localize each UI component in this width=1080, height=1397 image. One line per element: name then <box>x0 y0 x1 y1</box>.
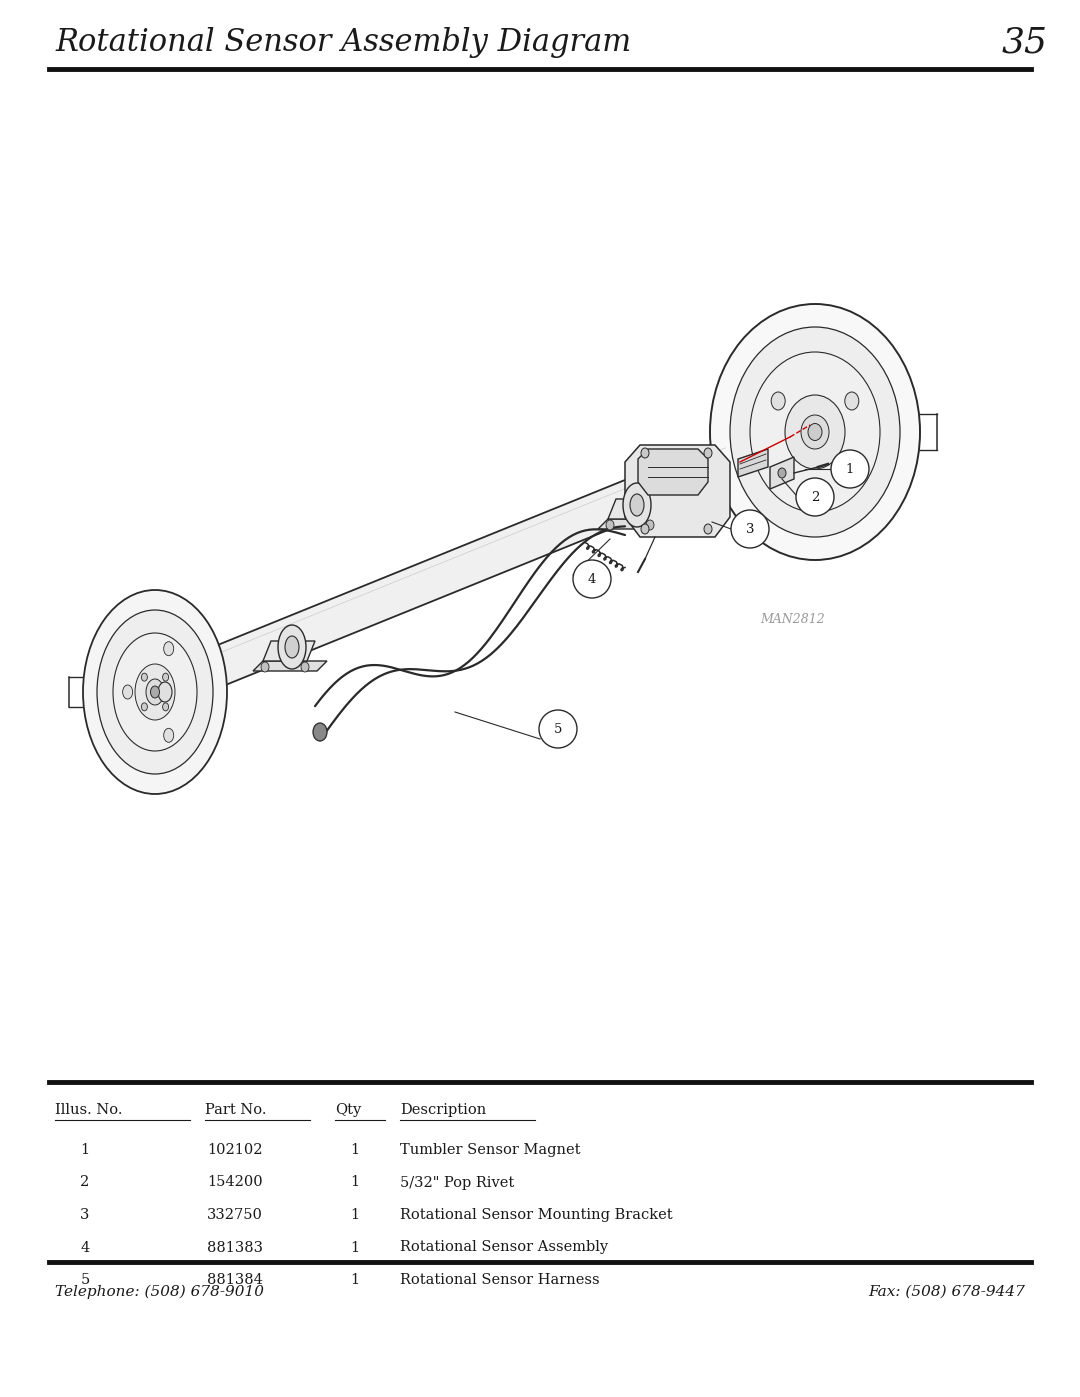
Text: Rotational Sensor Harness: Rotational Sensor Harness <box>400 1273 599 1287</box>
Text: MAN2812: MAN2812 <box>760 612 825 626</box>
Text: 1: 1 <box>350 1175 360 1189</box>
Ellipse shape <box>141 673 147 682</box>
Text: Illus. No.: Illus. No. <box>55 1104 122 1118</box>
Text: 1: 1 <box>350 1273 360 1287</box>
Text: 4: 4 <box>588 573 596 585</box>
Text: 2: 2 <box>80 1175 90 1189</box>
Ellipse shape <box>97 610 213 774</box>
Ellipse shape <box>261 662 269 672</box>
Text: 881384: 881384 <box>207 1273 262 1287</box>
Ellipse shape <box>642 448 649 458</box>
Text: 154200: 154200 <box>207 1175 262 1189</box>
Text: 5: 5 <box>554 722 563 735</box>
Text: 5: 5 <box>80 1273 90 1287</box>
Text: 3: 3 <box>746 522 754 535</box>
Text: 881383: 881383 <box>207 1241 264 1255</box>
Polygon shape <box>264 641 315 661</box>
Ellipse shape <box>801 415 829 448</box>
Polygon shape <box>608 499 660 520</box>
Ellipse shape <box>623 483 651 527</box>
Text: 102102: 102102 <box>207 1143 262 1157</box>
Text: Qty: Qty <box>335 1104 361 1118</box>
Ellipse shape <box>163 703 168 711</box>
Text: 1: 1 <box>846 462 854 475</box>
Ellipse shape <box>646 520 654 529</box>
Ellipse shape <box>704 524 712 534</box>
Ellipse shape <box>710 305 920 560</box>
Ellipse shape <box>313 724 327 740</box>
Text: 1: 1 <box>350 1208 360 1222</box>
Polygon shape <box>770 457 794 489</box>
Ellipse shape <box>301 662 309 672</box>
Ellipse shape <box>158 682 172 703</box>
Circle shape <box>796 478 834 515</box>
Ellipse shape <box>113 633 197 752</box>
Text: 1: 1 <box>350 1143 360 1157</box>
Ellipse shape <box>123 685 133 698</box>
Ellipse shape <box>141 703 147 711</box>
Text: Part No.: Part No. <box>205 1104 267 1118</box>
Text: 1: 1 <box>80 1143 90 1157</box>
Text: 2: 2 <box>811 490 820 503</box>
Ellipse shape <box>785 395 845 469</box>
Ellipse shape <box>164 641 174 655</box>
Ellipse shape <box>771 393 785 409</box>
Circle shape <box>573 560 611 598</box>
Ellipse shape <box>163 673 168 682</box>
Ellipse shape <box>164 728 174 742</box>
Text: 5/32" Pop Rivet: 5/32" Pop Rivet <box>400 1175 514 1189</box>
Text: 3: 3 <box>80 1208 90 1222</box>
Polygon shape <box>253 661 327 671</box>
Polygon shape <box>638 448 708 495</box>
Ellipse shape <box>150 686 160 698</box>
Ellipse shape <box>845 393 859 409</box>
Ellipse shape <box>778 468 786 478</box>
Text: 332750: 332750 <box>207 1208 262 1222</box>
Ellipse shape <box>285 636 299 658</box>
Circle shape <box>539 710 577 747</box>
Ellipse shape <box>135 664 175 719</box>
Ellipse shape <box>606 520 615 529</box>
Ellipse shape <box>278 624 306 669</box>
Ellipse shape <box>808 485 822 503</box>
Circle shape <box>731 510 769 548</box>
Ellipse shape <box>83 590 227 793</box>
Text: Rotational Sensor Assembly Diagram: Rotational Sensor Assembly Diagram <box>55 27 631 57</box>
Text: Rotational Sensor Mounting Bracket: Rotational Sensor Mounting Bracket <box>400 1208 673 1222</box>
Text: Description: Description <box>400 1104 486 1118</box>
Ellipse shape <box>730 327 900 536</box>
Text: Telephone: (508) 678-9010: Telephone: (508) 678-9010 <box>55 1285 264 1299</box>
Ellipse shape <box>642 524 649 534</box>
Polygon shape <box>598 520 672 529</box>
Ellipse shape <box>750 352 880 511</box>
Ellipse shape <box>704 448 712 458</box>
Polygon shape <box>148 440 738 711</box>
Text: Tumbler Sensor Magnet: Tumbler Sensor Magnet <box>400 1143 581 1157</box>
Text: Rotational Sensor Assembly: Rotational Sensor Assembly <box>400 1241 608 1255</box>
Polygon shape <box>738 448 768 476</box>
Ellipse shape <box>630 495 644 515</box>
Text: 4: 4 <box>80 1241 90 1255</box>
Text: 1: 1 <box>350 1241 360 1255</box>
Text: 35: 35 <box>1002 25 1048 59</box>
Text: Fax: (508) 678-9447: Fax: (508) 678-9447 <box>868 1285 1025 1299</box>
Polygon shape <box>625 446 730 536</box>
Ellipse shape <box>808 423 822 440</box>
Ellipse shape <box>146 679 164 705</box>
Circle shape <box>831 450 869 488</box>
